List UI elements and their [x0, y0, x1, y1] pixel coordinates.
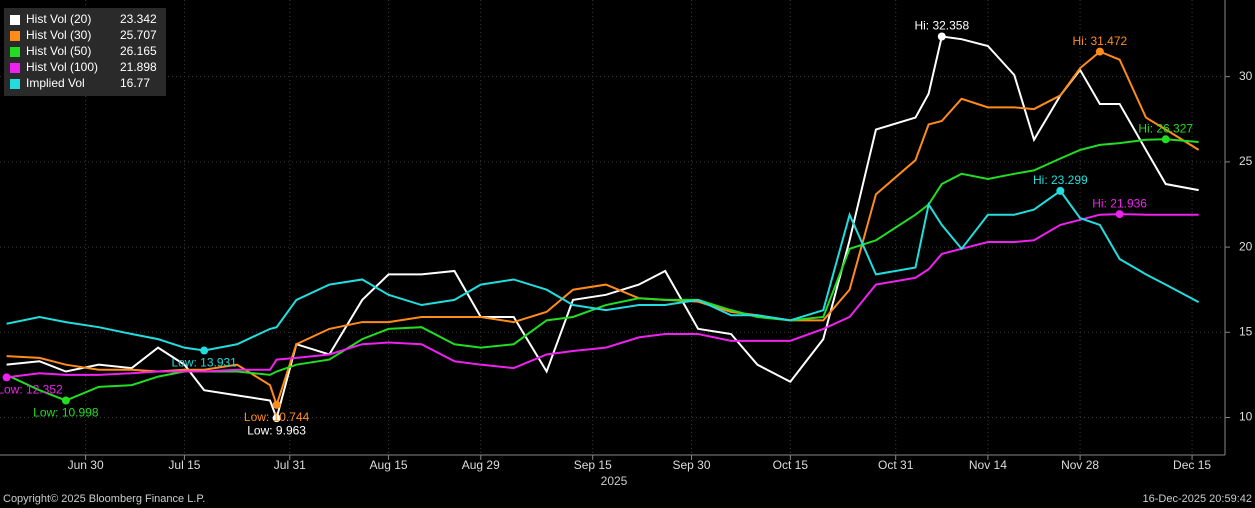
y-tick-label: 30: [1239, 69, 1253, 83]
annotation-point: [200, 346, 209, 355]
x-tick-label: Nov 14: [969, 458, 1007, 472]
legend-swatch: [10, 47, 20, 57]
annotation-point: [61, 396, 70, 405]
x-tick-label: Sep 15: [574, 458, 612, 472]
legend-value: 16.77: [120, 76, 150, 90]
legend-label: Implied Vol: [26, 76, 85, 90]
y-tick-label: 20: [1239, 239, 1253, 253]
legend-swatch: [10, 63, 20, 73]
annotation-label: Low: 10.998: [33, 406, 99, 420]
x-tick-label: Jul 31: [274, 458, 306, 472]
annotation-label: Hi: 21.936: [1092, 196, 1147, 210]
legend-swatch: [10, 15, 20, 25]
timestamp: 16-Dec-2025 20:59:42: [1143, 493, 1252, 505]
legend-value: 26.165: [120, 44, 157, 58]
series-line: [6, 189, 1200, 352]
legend-box: [4, 8, 166, 96]
annotation-label: Hi: 32.358: [914, 19, 969, 33]
x-tick-label: Aug 15: [370, 458, 408, 472]
copyright: Copyright© 2025 Bloomberg Finance L.P.: [3, 493, 205, 505]
annotation-label: Low: 12.352: [0, 383, 63, 397]
legend-swatch: [10, 79, 20, 89]
y-tick-label: 10: [1239, 410, 1253, 424]
annotation-label: Low: 10.744: [244, 410, 310, 424]
legend-label: Hist Vol (50): [26, 44, 91, 58]
legend-value: 23.342: [120, 12, 157, 26]
x-tick-label: Nov 28: [1061, 458, 1099, 472]
x-tick-label: Jun 30: [68, 458, 104, 472]
annotation-point: [1115, 210, 1124, 219]
annotation-point: [1161, 135, 1170, 144]
x-tick-label: Dec 15: [1173, 458, 1211, 472]
annotation-point: [272, 414, 281, 423]
annotation-label: Low: 9.963: [247, 423, 306, 437]
legend-label: Hist Vol (100): [26, 60, 98, 74]
annotation-point: [272, 400, 281, 409]
x-year-label: 2025: [601, 474, 628, 488]
annotation-point: [1056, 186, 1065, 195]
legend-value: 25.707: [120, 28, 157, 42]
legend-value: 21.898: [120, 60, 157, 74]
annotation-point: [1095, 47, 1104, 56]
series-line: [6, 213, 1199, 379]
legend-label: Hist Vol (30): [26, 28, 91, 42]
x-tick-label: Aug 29: [462, 458, 500, 472]
x-tick-label: Oct 31: [878, 458, 914, 472]
annotation-label: Hi: 31.472: [1073, 34, 1128, 48]
x-tick-label: Oct 15: [773, 458, 809, 472]
annotation-label: Hi: 26.327: [1138, 121, 1193, 135]
series-line: [6, 35, 1199, 422]
legend-label: Hist Vol (20): [26, 12, 91, 26]
y-tick-label: 25: [1239, 154, 1253, 168]
y-tick-label: 15: [1239, 324, 1253, 338]
annotation-label: Hi: 23.299: [1033, 173, 1088, 187]
legend-swatch: [10, 31, 20, 41]
x-tick-label: Jul 15: [168, 458, 200, 472]
annotation-label: Low: 13.931: [171, 356, 237, 370]
x-tick-label: Sep 30: [673, 458, 711, 472]
annotation-point: [2, 373, 11, 382]
annotation-point: [937, 32, 946, 41]
